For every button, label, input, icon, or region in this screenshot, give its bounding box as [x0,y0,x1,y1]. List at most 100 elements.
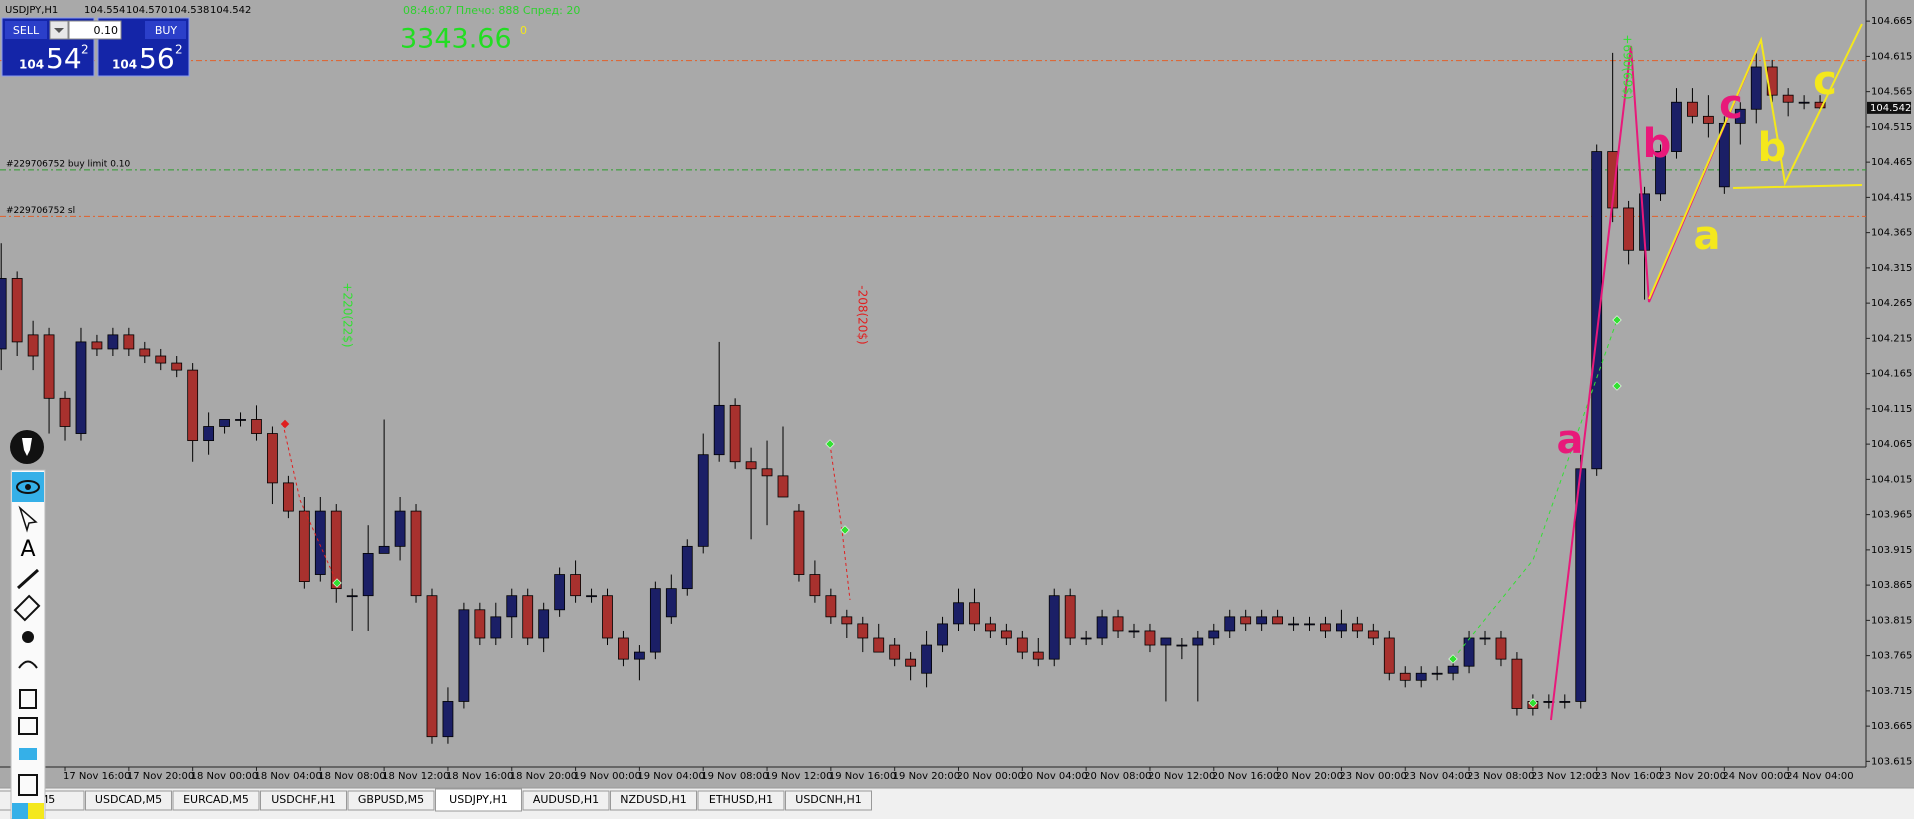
toolbar-panel [10,469,46,819]
tool-cursor[interactable] [18,505,38,533]
candle-body [538,609,550,639]
y-tick-label: 104.365 [1871,228,1912,239]
status-text: 08:46:07 Плечо: 888 Спред: 20 [403,4,580,17]
y-tick-label: 103.865 [1871,580,1912,591]
candle-body [1128,630,1140,633]
sell-label[interactable]: SELL [13,24,40,37]
trade-marker [280,419,290,429]
tab[interactable] [785,790,872,811]
y-tick-label: 103.615 [1871,756,1912,767]
tab-label[interactable]: NZDUSD,H1 [620,793,687,806]
tab[interactable] [522,790,610,811]
candle-body [203,426,215,442]
candle-body [618,637,629,660]
trade-marker [1612,315,1622,325]
tab[interactable] [435,788,522,812]
candle-body [937,623,948,646]
tab-label[interactable]: GBPUSD,M5 [358,793,424,806]
tool-undo[interactable] [18,660,38,669]
candle-body [442,701,454,738]
tab-label[interactable]: USDCAD,M5 [95,793,162,806]
candle-body [1479,637,1491,640]
candle-body [1096,616,1108,639]
candle-body [713,404,725,456]
x-tick-label: 19 Nov 08:00 [701,771,768,782]
lot-value: 0.10 [94,24,119,37]
candle-body [1383,637,1395,674]
candle-body [474,609,486,639]
tab-label[interactable]: USDCNH,H1 [795,793,861,806]
candle-body [1511,658,1523,709]
candle-body [330,510,342,590]
tab[interactable] [172,790,260,811]
wave-label: a [1694,213,1721,259]
candle-body [1623,207,1635,251]
tool-template[interactable] [18,717,38,735]
candle-body [0,278,7,350]
order-level-label: #229706752 sl [6,206,75,216]
x-tick-label: 18 Nov 16:00 [446,771,513,782]
candle-body [1336,623,1347,632]
candle-body [1160,637,1172,646]
candle-body [761,468,773,477]
tab[interactable] [347,790,435,811]
y-tick-label: 103.765 [1871,651,1912,662]
candle-body [1431,672,1443,675]
trade-marker [825,439,835,449]
candle-body [905,658,917,667]
y-tick-label: 104.015 [1871,474,1912,485]
tool-list[interactable] [18,774,38,796]
candle-body [506,595,518,618]
candle-body [1814,101,1826,109]
candle-body [777,475,789,498]
candle-body [155,355,167,364]
tab-label[interactable]: USDCHF,H1 [271,793,336,806]
x-tick-label: 23 Nov 12:00 [1531,771,1598,782]
candle-body [1112,616,1124,632]
candle-body [91,341,103,350]
candle-body [1798,101,1810,104]
drawing-toolbar: A [10,430,46,819]
buy-label[interactable]: BUY [155,24,178,37]
ask-figure: 104 [112,58,137,72]
tab-label[interactable]: AUDUSD,H1 [533,793,599,806]
trade-label: +690(69$) [1621,34,1635,99]
tool-screenshot[interactable] [19,748,37,760]
tab[interactable] [610,790,697,811]
buy-button[interactable] [145,21,186,39]
lot-input[interactable] [68,20,122,40]
candle-body [251,419,262,434]
candle-body [1702,115,1714,124]
tab[interactable] [260,790,347,811]
tool-text-icon[interactable]: A [20,537,35,562]
tool-color-a[interactable] [12,803,28,819]
candle-body [1671,101,1682,152]
candle-body [1000,630,1012,639]
tab-label[interactable]: ETHUSD,H1 [709,793,773,806]
sell-button[interactable] [5,21,47,39]
candle-body [1080,637,1092,640]
x-tick-label: 23 Nov 16:00 [1595,771,1662,782]
tool-delete[interactable] [19,689,37,709]
tool-dot[interactable] [22,631,34,643]
y-tick-label: 104.665 [1871,16,1912,27]
trade-marker [1448,654,1458,664]
candle-body [1272,616,1283,625]
y-tick-label: 104.165 [1871,369,1912,380]
candle-body [729,404,741,463]
tool-color-b[interactable] [28,803,44,819]
y-tick-label: 104.515 [1871,122,1912,133]
tab[interactable] [85,790,172,811]
tab-label[interactable]: EURCAD,M5 [183,793,249,806]
tool-line[interactable] [16,568,40,590]
candle-body [586,595,597,598]
candle-body [570,574,581,597]
wave-label: b [1643,121,1672,167]
candle-body [1351,623,1363,632]
levels: #229706752 buy limit 0.10 #229706752 sl [0,60,1866,217]
tool-eraser[interactable] [13,594,41,622]
tab[interactable] [697,790,785,811]
tab-label[interactable]: USDJPY,H1 [449,793,508,806]
candle-body [346,595,358,598]
